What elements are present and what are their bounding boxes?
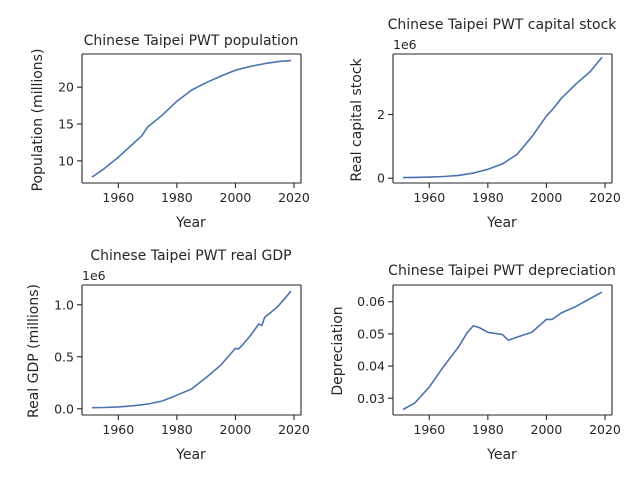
- depreciation-y-tick-label: 0.05: [357, 326, 385, 341]
- capital-stock-x-tick-label: 2020: [589, 190, 621, 205]
- capital-stock-offset-text: 1e6: [393, 37, 417, 52]
- depreciation-title: Chinese Taipei PWT depreciation: [388, 263, 616, 279]
- population-y-tick-label: 20: [58, 80, 74, 95]
- real-gdp-y-tick-label: 0.0: [54, 401, 74, 416]
- population-x-axis-label: Year: [175, 215, 206, 231]
- real-gdp-title: Chinese Taipei PWT real GDP: [90, 248, 291, 264]
- depreciation-x-tick-label: 1980: [472, 422, 504, 437]
- real-gdp-x-axis-label: Year: [175, 447, 206, 463]
- population-y-tick-label: 10: [58, 153, 74, 168]
- depreciation-x-axis-label: Year: [486, 447, 517, 463]
- real-gdp-y-axis-label: Real GDP (millions): [26, 284, 42, 418]
- capital-stock-y-tick-label: 2: [377, 107, 385, 122]
- real-gdp-panel: Chinese Taipei PWT real GDP Year Real GD…: [26, 248, 310, 463]
- population-y-tick-label: 15: [58, 117, 74, 132]
- population-x-tick-label: 1980: [161, 190, 193, 205]
- depreciation-x-tick-label: 1960: [413, 422, 445, 437]
- depreciation-y-tick-label: 0.06: [357, 294, 385, 309]
- real-gdp-x-tick-label: 2000: [220, 422, 252, 437]
- population-y-axis-label: Population (millions): [30, 49, 46, 192]
- depreciation-x-tick-label: 2000: [531, 422, 563, 437]
- capital-stock-x-tick-label: 1960: [413, 190, 445, 205]
- real-gdp-y-tick-label: 0.5: [54, 349, 74, 364]
- population-marks: 1960 1980 2000 2020 10 15 20: [58, 53, 310, 205]
- real-gdp-x-tick-label: 2020: [278, 422, 310, 437]
- capital-stock-x-axis-label: Year: [486, 215, 517, 231]
- depreciation-series-line: [402, 291, 603, 411]
- depreciation-y-axis-label: Depreciation: [330, 306, 346, 395]
- population-title: Chinese Taipei PWT population: [84, 33, 299, 49]
- capital-stock-y-tick-label: 0: [377, 171, 385, 186]
- depreciation-x-tick-label: 2020: [589, 422, 621, 437]
- capital-stock-marks: 1960 1980 2000 2020 0 2: [377, 53, 621, 205]
- depreciation-marks: 1960 1980 2000 2020 0.03 0.04 0.05 0.06: [357, 284, 621, 437]
- real-gdp-marks: 1960 1980 2000 2020 0.0 0.5 1.0: [54, 284, 310, 437]
- real-gdp-series-line: [91, 290, 292, 409]
- population-panel: Chinese Taipei PWT population Year Popul…: [30, 33, 310, 231]
- depreciation-panel: Chinese Taipei PWT depreciation Year Dep…: [330, 263, 621, 463]
- depreciation-y-tick-label: 0.04: [357, 359, 385, 374]
- depreciation-y-tick-label: 0.03: [357, 391, 385, 406]
- capital-stock-x-tick-label: 1980: [472, 190, 504, 205]
- real-gdp-x-tick-label: 1980: [161, 422, 193, 437]
- capital-stock-title: Chinese Taipei PWT capital stock: [388, 17, 618, 33]
- capital-stock-x-tick-label: 2000: [531, 190, 563, 205]
- population-x-tick-label: 2000: [220, 190, 252, 205]
- real-gdp-y-tick-label: 1.0: [54, 297, 74, 312]
- real-gdp-x-tick-label: 1960: [102, 422, 134, 437]
- real-gdp-offset-text: 1e6: [82, 268, 106, 283]
- population-x-tick-label: 1960: [102, 190, 134, 205]
- population-x-tick-label: 2020: [278, 190, 310, 205]
- population-series-line: [91, 59, 292, 178]
- capital-stock-y-axis-label: Real capital stock: [349, 57, 365, 181]
- capital-stock-series-line: [402, 56, 603, 179]
- capital-stock-panel: Chinese Taipei PWT capital stock Year Re…: [349, 17, 621, 231]
